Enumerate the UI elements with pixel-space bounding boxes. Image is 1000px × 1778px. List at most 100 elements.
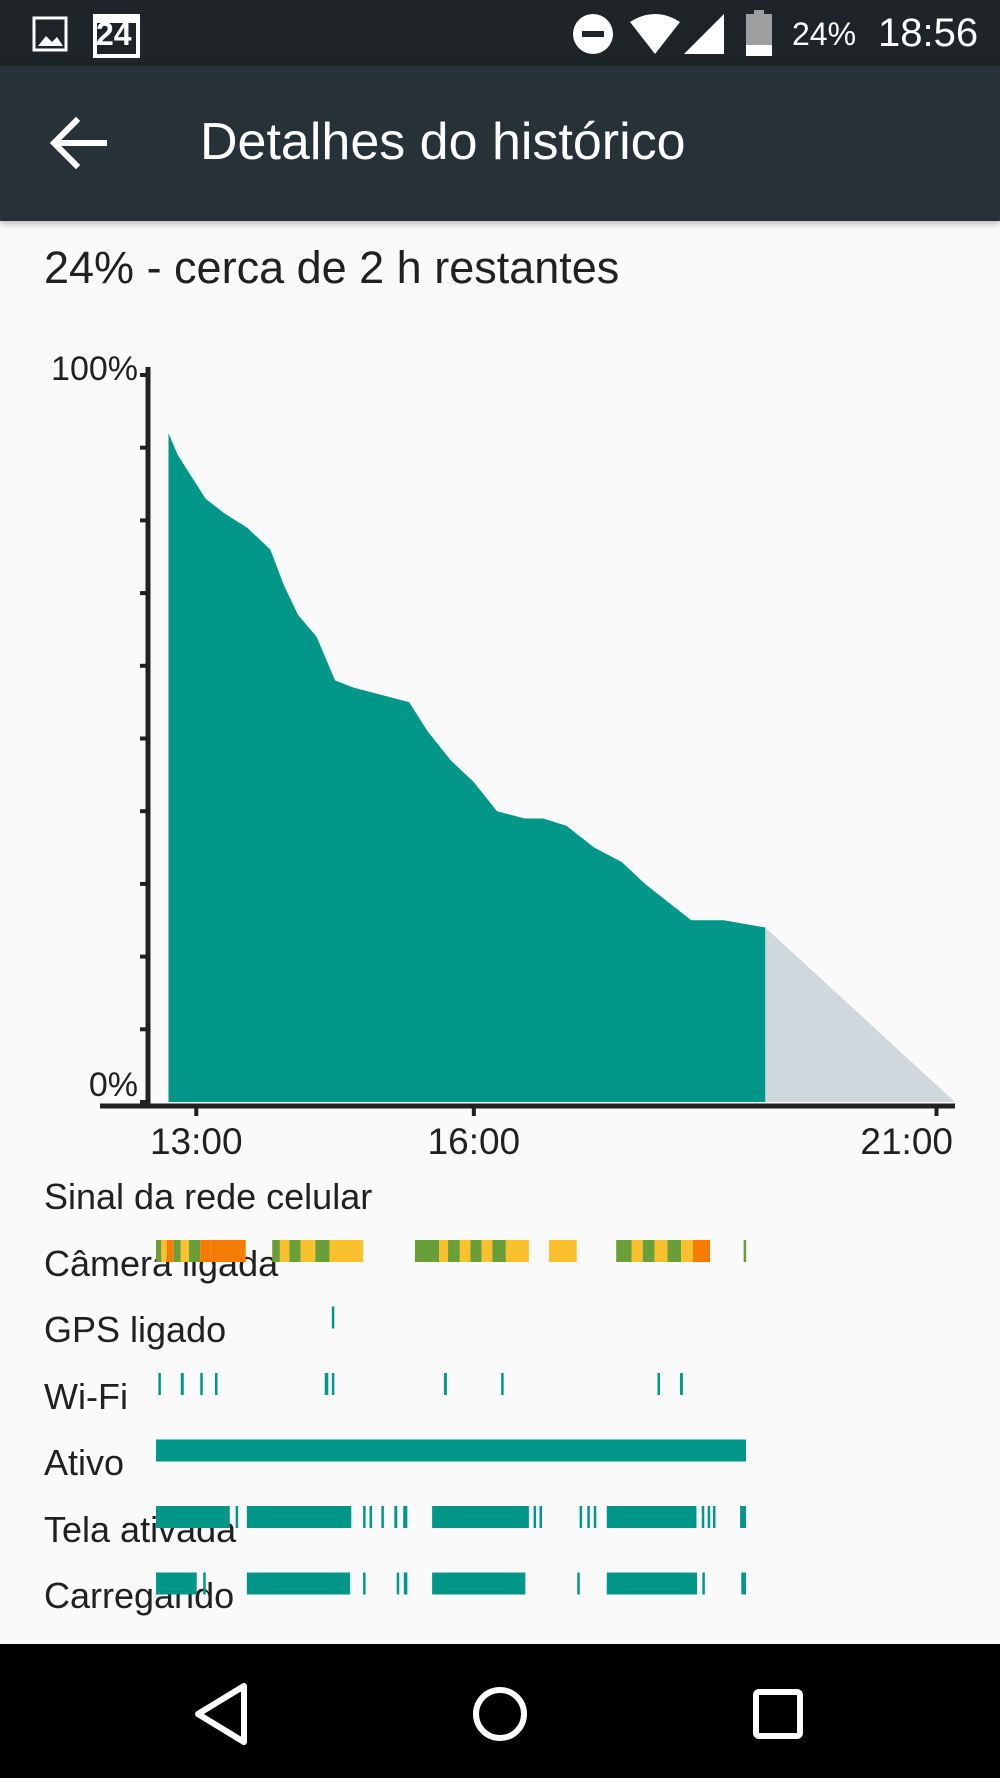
track-segment xyxy=(743,1240,747,1262)
track-segment xyxy=(369,1506,373,1528)
track-segment xyxy=(470,1240,482,1262)
track-segment xyxy=(381,1506,384,1528)
x-tick-label: 21:00 xyxy=(860,1121,953,1162)
track-segment xyxy=(606,1506,697,1528)
track-segment xyxy=(415,1240,440,1262)
battery-history-area xyxy=(168,433,766,1102)
track-segment xyxy=(740,1506,746,1528)
battery-projection-area xyxy=(765,927,955,1102)
track-label: Carregando xyxy=(44,1575,235,1616)
track-segment xyxy=(331,1306,335,1329)
track-segment xyxy=(432,1572,526,1595)
track-segment xyxy=(403,1506,408,1528)
page-title: Detalhes do histórico xyxy=(200,113,686,171)
track-segment xyxy=(315,1240,330,1262)
track-segment xyxy=(394,1506,398,1528)
track-segment xyxy=(692,1240,711,1262)
cell-signal-icon xyxy=(684,14,724,54)
track-segment xyxy=(631,1240,643,1262)
y-tick-label-max: 100% xyxy=(51,350,138,388)
track-segment xyxy=(548,1240,577,1262)
track-label: GPS ligado xyxy=(44,1309,227,1350)
track-segment xyxy=(161,1240,167,1262)
track-segment xyxy=(654,1240,668,1262)
track-segment xyxy=(459,1240,471,1262)
track-segment xyxy=(363,1506,366,1528)
track-segment xyxy=(593,1506,597,1528)
clock: 18:56 xyxy=(878,11,979,55)
usage-tracks xyxy=(156,1240,747,1595)
track-segment xyxy=(189,1240,201,1262)
battery-icon xyxy=(746,10,772,56)
track-segment xyxy=(363,1572,366,1595)
nav-back-icon xyxy=(195,1683,247,1745)
nav-home-button[interactable] xyxy=(460,1674,540,1754)
track-segment xyxy=(329,1240,364,1262)
track-segment xyxy=(279,1240,290,1262)
calendar-day: 24 xyxy=(96,16,132,52)
track-segment xyxy=(616,1240,632,1262)
track-segment xyxy=(289,1240,301,1262)
nav-back-button[interactable] xyxy=(182,1674,262,1754)
track-segment xyxy=(587,1506,590,1528)
track-segment xyxy=(156,1439,746,1462)
track-segment xyxy=(246,1572,351,1595)
app-bar: Detalhes do histórico xyxy=(0,66,1000,221)
battery-summary: 24% - cerca de 2 h restantes xyxy=(44,242,620,293)
track-segment xyxy=(533,1506,537,1528)
track-segment xyxy=(203,1572,206,1595)
calendar-24-icon xyxy=(93,14,140,58)
track-segment xyxy=(712,1506,716,1528)
track-label: Sinal da rede celular xyxy=(44,1176,373,1217)
track-segment xyxy=(432,1506,529,1528)
arrow-back-icon xyxy=(49,116,107,170)
track-segment xyxy=(505,1240,529,1262)
track-segment xyxy=(681,1240,693,1262)
track-segment xyxy=(156,1506,230,1528)
track-segment xyxy=(539,1506,542,1528)
track-segment xyxy=(156,1240,162,1262)
back-button[interactable] xyxy=(42,106,117,181)
track-segment xyxy=(741,1572,746,1595)
track-segment xyxy=(403,1572,408,1595)
track-segment xyxy=(642,1240,655,1262)
track-segment xyxy=(272,1240,280,1262)
track-segment xyxy=(180,1240,190,1262)
track-segment xyxy=(579,1506,583,1528)
nav-recents-button[interactable] xyxy=(738,1674,818,1754)
track-segment xyxy=(481,1240,493,1262)
track-segment xyxy=(448,1240,460,1262)
nav-recents-icon xyxy=(753,1689,803,1739)
track-segment xyxy=(492,1240,506,1262)
track-segment xyxy=(657,1373,660,1395)
track-segment xyxy=(701,1506,705,1528)
track-segment xyxy=(200,1373,203,1395)
track-segment xyxy=(501,1373,504,1395)
image-icon xyxy=(32,16,68,52)
track-segment xyxy=(156,1572,197,1595)
track-segment xyxy=(210,1240,246,1262)
x-tick-label: 13:00 xyxy=(150,1121,243,1162)
track-segment xyxy=(158,1373,161,1395)
track-segment xyxy=(439,1240,449,1262)
track-segment xyxy=(443,1373,447,1395)
track-segment xyxy=(396,1572,400,1595)
track-segment xyxy=(577,1572,580,1595)
battery-percent: 24% xyxy=(792,16,857,52)
nav-home-icon xyxy=(473,1687,527,1741)
track-segment xyxy=(173,1240,181,1262)
track-segment xyxy=(215,1373,218,1395)
x-tick-label: 16:00 xyxy=(428,1121,521,1162)
track-segment xyxy=(702,1572,705,1595)
battery-history-chart: 100% 0% 13:00 16:00 21:00 xyxy=(51,350,955,1162)
do-not-disturb-icon xyxy=(573,14,613,54)
track-segment xyxy=(331,1373,335,1395)
status-bar: 24 24% 18:56 xyxy=(0,0,1000,66)
y-tick-label-min: 0% xyxy=(89,1066,138,1104)
navigation-bar xyxy=(0,1644,1000,1778)
track-segment xyxy=(180,1373,184,1395)
track-segment xyxy=(679,1373,683,1395)
track-segment xyxy=(200,1240,211,1262)
track-segment xyxy=(606,1572,698,1595)
track-label: Wi-Fi xyxy=(44,1375,128,1417)
